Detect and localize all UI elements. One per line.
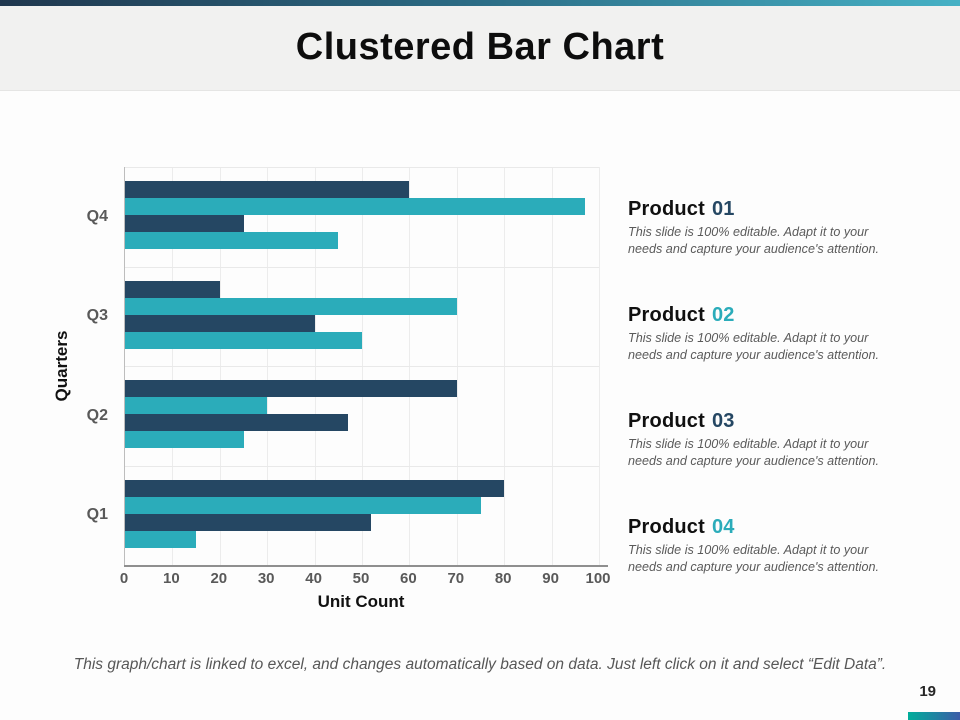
x-tick-90: 90 xyxy=(542,570,559,587)
category-label-q3: Q3 xyxy=(86,307,108,325)
gridline-100 xyxy=(599,167,600,565)
product-1-heading: Product 01 xyxy=(628,198,920,221)
product-entry-4: Product 04 This slide is 100% editable. A… xyxy=(628,516,920,575)
bar-q2-4 xyxy=(125,431,244,448)
x-tick-10: 10 xyxy=(163,570,180,587)
bar-q2-2 xyxy=(125,397,268,414)
x-tick-40: 40 xyxy=(305,570,322,587)
quarter-band-q4 xyxy=(125,167,599,267)
product-2-name: Product xyxy=(628,304,705,326)
category-label-q1: Q1 xyxy=(86,506,108,524)
x-tick-100: 100 xyxy=(585,570,611,587)
product-2-number: 02 xyxy=(711,304,735,326)
product-2-description: This slide is 100% editable. Adapt it to… xyxy=(628,331,879,362)
product-2-heading: Product 02 xyxy=(628,304,920,327)
x-tick-0: 0 xyxy=(119,570,129,587)
category-label-q4: Q4 xyxy=(86,207,108,225)
x-tick-20: 20 xyxy=(210,570,228,587)
x-tick-60: 60 xyxy=(400,570,417,587)
bar-q4-4 xyxy=(125,232,339,249)
product-1-description: This slide is 100% editable. Adapt it to… xyxy=(628,225,879,256)
plot-area xyxy=(124,167,600,566)
product-4-heading: Product 04 xyxy=(628,516,920,539)
bar-q3-4 xyxy=(125,331,362,349)
bar-q2-3 xyxy=(125,414,348,431)
product-entry-1: Product 01 This slide is 100% editable. A… xyxy=(628,198,920,257)
x-axis-ticks: 0 10 20 30 40 50 60 70 80 90 100 xyxy=(120,570,611,590)
bar-q3-2 xyxy=(125,297,457,315)
product-4-number: 04 xyxy=(711,516,735,538)
bar-q1-3 xyxy=(125,513,372,531)
product-1-number: 01 xyxy=(711,198,735,220)
product-4-description: This slide is 100% editable. Adapt it to… xyxy=(628,543,879,574)
product-4-name: Product xyxy=(628,516,705,538)
product-1-name: Product xyxy=(628,198,705,220)
bar-q2-1 xyxy=(125,380,457,397)
quarter-band-q1 xyxy=(125,465,599,566)
x-axis-title: Unit Count xyxy=(317,592,405,611)
bar-q4-2 xyxy=(125,198,585,215)
footer-note: This graph/chart is linked to excel, and… xyxy=(73,656,887,673)
bar-q3-1 xyxy=(125,280,220,298)
bar-q1-1 xyxy=(125,479,505,497)
product-3-heading: Product 03 xyxy=(628,410,920,433)
bottom-accent-strip xyxy=(908,712,960,720)
top-accent-strip xyxy=(0,0,960,6)
bar-q4-3 xyxy=(125,215,244,232)
x-tick-50: 50 xyxy=(352,570,370,587)
product-3-number: 03 xyxy=(711,410,735,432)
quarter-band-q3 xyxy=(125,266,599,367)
x-tick-80: 80 xyxy=(494,570,512,587)
bar-q1-2 xyxy=(125,496,481,514)
x-tick-70: 70 xyxy=(447,570,465,587)
category-label-q2: Q2 xyxy=(86,406,108,424)
x-tick-30: 30 xyxy=(257,570,275,587)
bar-q3-3 xyxy=(125,314,315,332)
category-axis-labels: Q4 Q3 Q2 Q1 xyxy=(58,167,108,565)
bar-q4-1 xyxy=(125,181,410,198)
product-entry-3: Product 03 This slide is 100% editable. A… xyxy=(628,410,920,469)
x-axis-line xyxy=(124,565,608,567)
quarter-band-q2 xyxy=(125,366,599,466)
bar-q1-4 xyxy=(125,530,197,548)
product-entry-2: Product 02 This slide is 100% editable. A… xyxy=(628,304,920,363)
product-3-description: This slide is 100% editable. Adapt it to… xyxy=(628,437,879,468)
title-band: Clustered Bar Chart xyxy=(0,6,960,91)
product-3-name: Product xyxy=(628,410,705,432)
page-title: Clustered Bar Chart xyxy=(295,26,665,68)
page-number: 19 xyxy=(919,683,936,700)
